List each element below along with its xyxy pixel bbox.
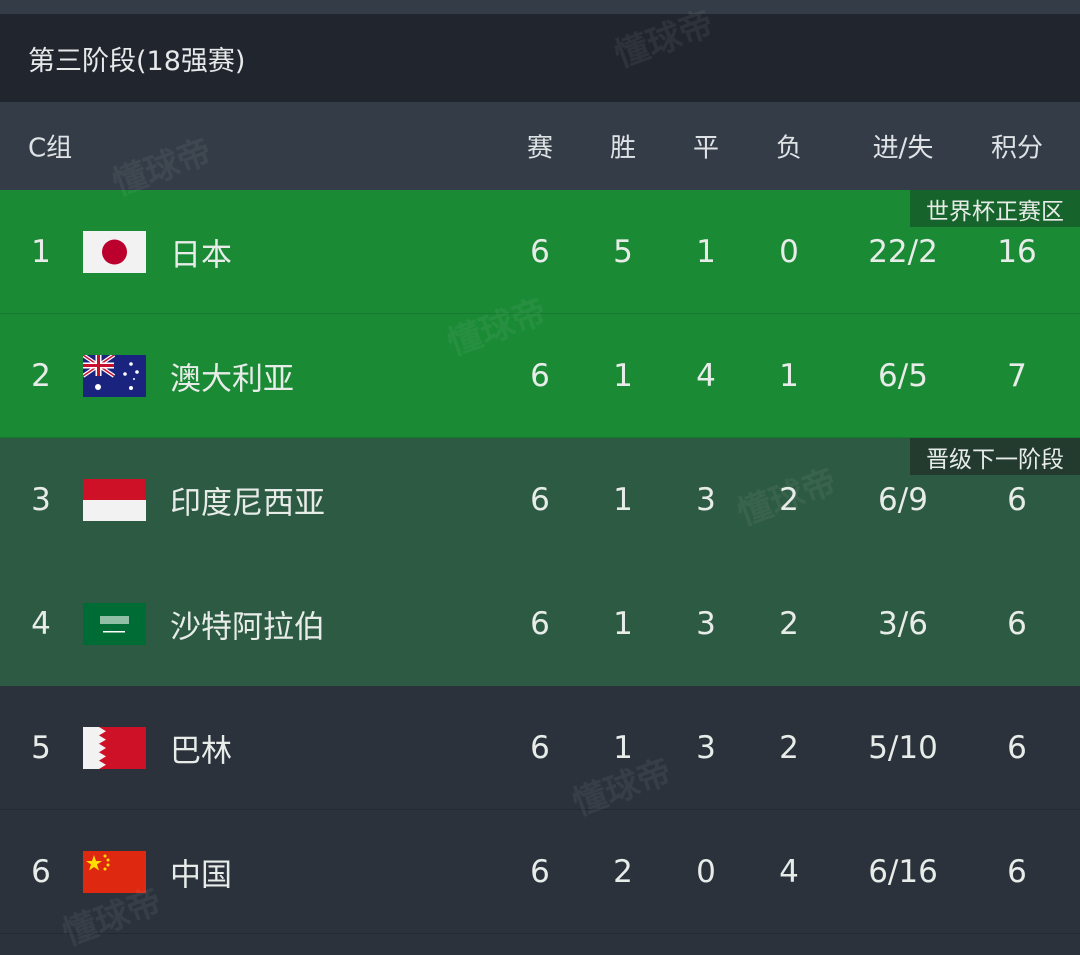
drawn-value: 3 [696, 482, 716, 518]
lost-value: 1 [779, 357, 799, 394]
points-value: 6 [1007, 482, 1027, 518]
lost-value: 2 [779, 482, 799, 518]
table-row[interactable]: 2 澳大利亚 6 1 4 1 6/5 7 [0, 314, 1080, 438]
won-value: 1 [613, 729, 633, 766]
team-name[interactable]: 中国 [170, 857, 232, 893]
drawn-value: 0 [696, 853, 716, 890]
stage-title: 第三阶段(18强赛) [28, 45, 246, 77]
won-value: 1 [613, 482, 633, 518]
points-value: 16 [997, 233, 1037, 270]
col-drawn: 平 [692, 133, 720, 164]
zone-badge-world-cup: 世界杯正赛区 [910, 190, 1080, 227]
standings-table: 世界杯正赛区 1 日本 6 5 1 0 22/2 16 2 澳大利亚 6 1 4 1 6/5 7 晋级下一阶段 3 印… [0, 190, 1080, 934]
bahrain-flag-icon [83, 726, 146, 769]
lost-value: 2 [779, 729, 799, 766]
stage-title-bar: 第三阶段(18强赛) [0, 14, 1080, 102]
played-value: 6 [530, 357, 550, 394]
played-value: 6 [530, 853, 550, 890]
indonesia-flag-icon [83, 479, 146, 521]
table-row[interactable]: 晋级下一阶段 3 印度尼西亚 6 1 3 2 6/9 6 [0, 438, 1080, 562]
rank: 6 [31, 853, 51, 890]
col-won: 胜 [609, 133, 637, 164]
saudi-arabia-flag-icon [83, 603, 146, 645]
team-name[interactable]: 沙特阿拉伯 [170, 609, 325, 646]
goals-value: 3/6 [878, 606, 928, 642]
played-value: 6 [530, 233, 550, 270]
col-points: 积分 [990, 133, 1044, 164]
goals-value: 6/5 [878, 357, 928, 394]
table-row[interactable]: 世界杯正赛区 1 日本 6 5 1 0 22/2 16 [0, 190, 1080, 314]
lost-value: 2 [779, 606, 799, 642]
col-played: 赛 [526, 133, 554, 164]
points-value: 6 [1007, 729, 1027, 766]
lost-value: 4 [779, 853, 799, 890]
played-value: 6 [530, 606, 550, 642]
col-lost: 负 [775, 133, 803, 164]
china-flag-icon [83, 850, 146, 893]
drawn-value: 3 [696, 606, 716, 642]
lost-value: 0 [779, 233, 799, 270]
goals-value: 5/10 [868, 729, 938, 766]
won-value: 5 [613, 233, 633, 270]
table-row[interactable]: 6 中国 6 2 0 4 6/16 6 [0, 810, 1080, 934]
drawn-value: 1 [696, 233, 716, 270]
rank: 5 [31, 729, 51, 766]
team-name[interactable]: 日本 [170, 237, 232, 273]
points-value: 6 [1007, 606, 1027, 642]
won-value: 1 [613, 357, 633, 394]
australia-flag-icon [83, 354, 146, 397]
rank: 4 [31, 606, 51, 642]
drawn-value: 4 [696, 357, 716, 394]
goals-value: 6/9 [878, 482, 928, 518]
rank: 2 [31, 357, 51, 394]
won-value: 2 [613, 853, 633, 890]
top-strip [0, 0, 1080, 14]
group-label: C组 [28, 133, 73, 164]
team-name[interactable]: 印度尼西亚 [170, 485, 325, 522]
team-name[interactable]: 巴林 [170, 733, 232, 769]
table-header: C组 赛 胜 平 负 进/失 积分 [0, 102, 1080, 190]
team-name[interactable]: 澳大利亚 [170, 361, 294, 397]
table-row[interactable]: 4 沙特阿拉伯 6 1 3 2 3/6 6 [0, 562, 1080, 686]
col-goals: 进/失 [872, 133, 934, 164]
played-value: 6 [530, 482, 550, 518]
table-row[interactable]: 5 巴林 6 1 3 2 5/10 6 [0, 686, 1080, 810]
points-value: 7 [1007, 357, 1027, 394]
played-value: 6 [530, 729, 550, 766]
points-value: 6 [1007, 853, 1027, 890]
goals-value: 6/16 [868, 853, 938, 890]
drawn-value: 3 [696, 729, 716, 766]
rank: 1 [31, 233, 51, 270]
goals-value: 22/2 [868, 233, 938, 270]
zone-badge-next-stage: 晋级下一阶段 [910, 438, 1080, 475]
japan-flag-icon [83, 230, 146, 273]
won-value: 1 [613, 606, 633, 642]
rank: 3 [31, 482, 51, 518]
